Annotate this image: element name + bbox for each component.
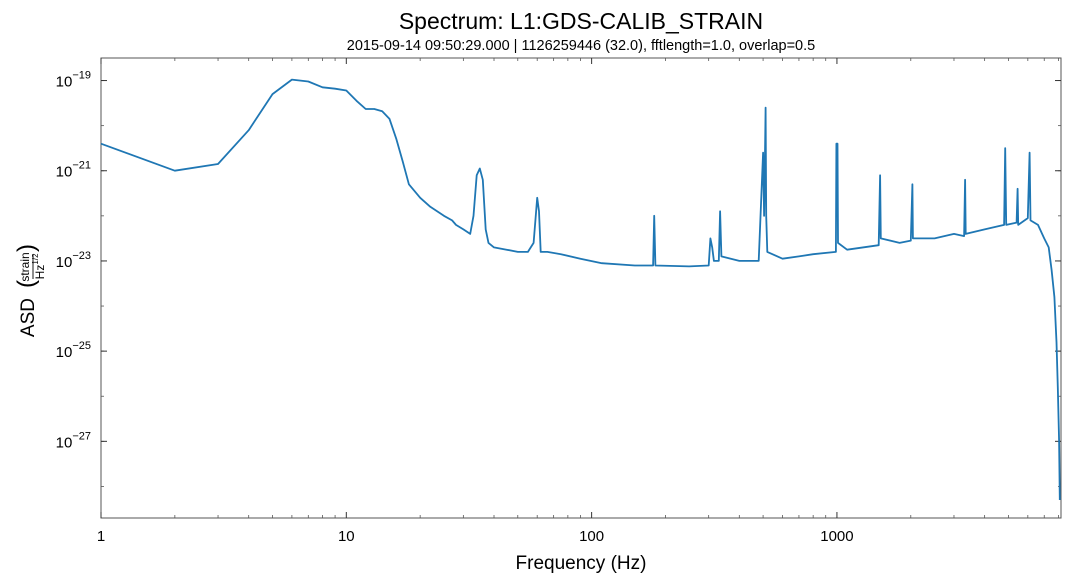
plot-area	[100, 57, 1062, 519]
y-tick-label: 10−23	[56, 250, 91, 271]
y-axis-unit-numerator: strain	[18, 252, 32, 281]
chart-title: Spectrum: L1:GDS-CALIB_STRAIN	[399, 8, 763, 34]
chart-subtitle: 2015-09-14 09:50:29.000 | 1126259446 (32…	[347, 38, 815, 54]
y-tick-label: 10−21	[56, 160, 91, 181]
y-axis-unit-denominator: Hz	[33, 265, 47, 280]
asd-series-line	[100, 78, 1061, 501]
y-tick-label: 10−27	[56, 430, 91, 451]
y-axis-unit-denominator-exponent: 1/2	[31, 253, 40, 265]
y-tick-label: 10−25	[56, 340, 91, 361]
x-tick-label: 10	[338, 528, 355, 545]
y-axis-label-open-paren: (	[13, 280, 40, 288]
x-axis-ticks: 1 10 100 1000	[97, 58, 854, 545]
y-axis-label: ASD ( strain Hz 1/2 )	[13, 244, 47, 337]
y-axis-ticks: 10−19 10−21 10−23 10−25 10−27	[56, 70, 1061, 451]
minor-ticks	[101, 58, 1061, 518]
x-tick-label: 1000	[820, 528, 853, 545]
x-axis-label: Frequency (Hz)	[516, 553, 647, 574]
x-tick-label: 100	[579, 528, 604, 545]
y-axis-label-close-paren: )	[13, 244, 40, 252]
x-tick-label: 1	[97, 528, 105, 545]
y-axis-label-text: ASD	[18, 298, 39, 337]
y-tick-label: 10−19	[56, 70, 91, 91]
